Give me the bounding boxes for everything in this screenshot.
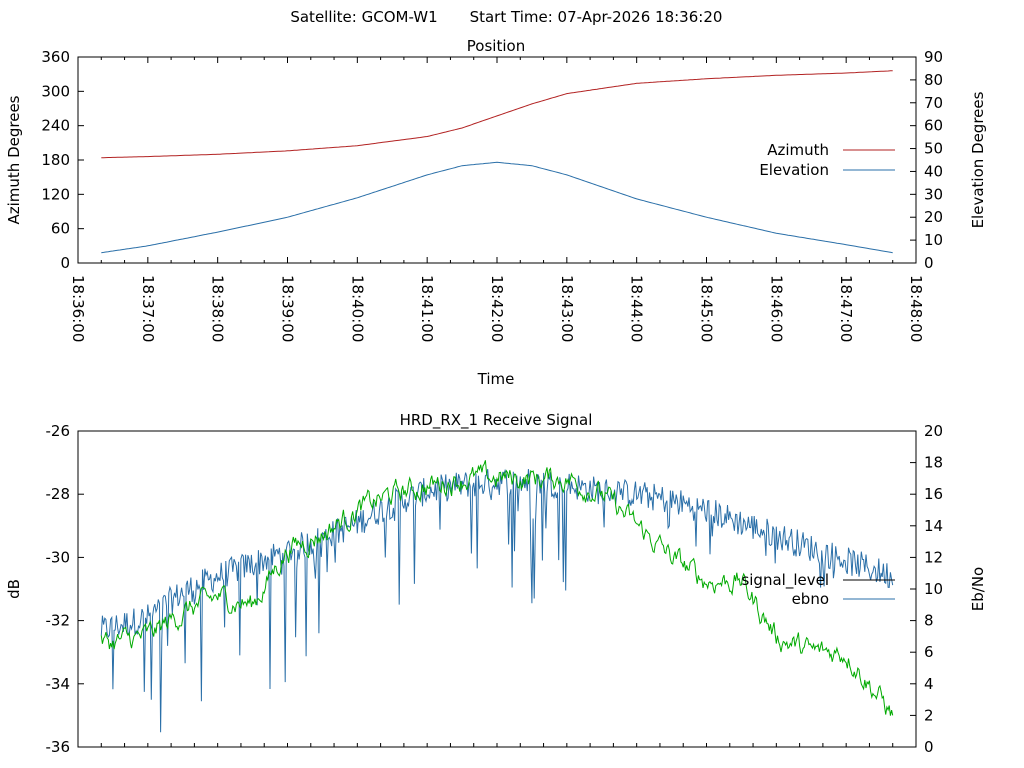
- time-tick-label: 18:45:00: [698, 275, 716, 342]
- time-tick-label: 18:37:00: [139, 275, 157, 342]
- position-series: [101, 70, 893, 254]
- ebno-tick-label: 8: [924, 612, 934, 630]
- db-tick-label: -28: [46, 485, 71, 503]
- time-tick-label: 18:44:00: [628, 275, 646, 342]
- time-tick-label: 18:43:00: [558, 275, 576, 342]
- ebno-tick-label: 10: [924, 580, 943, 598]
- legend-ebno-label: ebno: [792, 590, 829, 608]
- azimuth-tick-label: 360: [41, 48, 70, 66]
- ebno-tick-label: 6: [924, 643, 934, 661]
- time-tick-label: 18:39:00: [279, 275, 297, 342]
- azimuth-tick-label: 180: [41, 151, 70, 169]
- time-tick-label: 18:41:00: [418, 275, 436, 342]
- time-tick-label: 18:42:00: [488, 275, 506, 342]
- azimuth-tick-label: 300: [41, 82, 70, 100]
- signal-level-series-line: [100, 468, 894, 733]
- elevation-tick-label: 30: [924, 185, 943, 203]
- db-tick-label: -26: [46, 422, 71, 440]
- signal-tick-labels: -36 -34 -32 -30 -28 -26 0 2 4 6 8 10 12 14 16 18 20: [46, 422, 944, 756]
- time-tick-label: 18:46:00: [767, 275, 785, 342]
- ebno-tick-label: 16: [924, 485, 943, 503]
- ebno-tick-label: 14: [924, 517, 943, 535]
- ebno-tick-label: 12: [924, 548, 943, 566]
- elevation-tick-label: 40: [924, 162, 943, 180]
- start-time-label: Start Time: 07-Apr-2026 18:36:20: [470, 8, 723, 26]
- position-plot-frame: [77, 56, 917, 264]
- position-chart: Position 0 60 120 180 240 300 360 0 10 20 30 40 50 60…: [5, 37, 987, 388]
- azimuth-axis-label: Azimuth Degrees: [5, 95, 23, 224]
- elevation-tick-label: 80: [924, 71, 943, 89]
- elevation-tick-label: 50: [924, 140, 943, 158]
- ebno-tick-label: 20: [924, 422, 943, 440]
- azimuth-tick-label: 240: [41, 117, 70, 135]
- ebno-series-line: [100, 460, 894, 716]
- db-tick-label: -32: [46, 612, 71, 630]
- signal-legend: signal_level ebno: [741, 571, 895, 608]
- signal-ticks: [77, 430, 917, 748]
- elevation-tick-label: 10: [924, 231, 943, 249]
- ebno-tick-label: 18: [924, 454, 943, 472]
- time-tick-label: 18:40:00: [348, 275, 366, 342]
- azimuth-tick-label: 60: [51, 220, 70, 238]
- elevation-tick-label: 0: [924, 254, 934, 272]
- time-tick-label: 18:48:00: [907, 275, 925, 342]
- azimuth-series-line: [101, 70, 893, 159]
- time-axis-label: Time: [477, 370, 515, 388]
- signal-chart: HRD_RX_1 Receive Signal -36-34-32-30-28-…: [5, 411, 987, 756]
- elevation-tick-label: 20: [924, 208, 943, 226]
- signal-title: HRD_RX_1 Receive Signal: [400, 411, 593, 430]
- time-tick-label: 18:38:00: [209, 275, 227, 342]
- db-tick-label: -36: [46, 738, 71, 756]
- ebno-tick-label: 4: [924, 675, 934, 693]
- db-tick-label: -34: [46, 675, 71, 693]
- elevation-axis-label: Elevation Degrees: [969, 91, 987, 228]
- db-axis-label: dB: [5, 579, 23, 599]
- signal-series: [100, 460, 894, 733]
- ebno-tick-label: 0: [924, 738, 934, 756]
- elevation-tick-label: 60: [924, 117, 943, 135]
- elevation-tick-label: 90: [924, 48, 943, 66]
- elevation-tick-label: 70: [924, 94, 943, 112]
- ebno-axis-label: Eb/No: [969, 567, 987, 611]
- position-tick-labels: 0 60 120 180 240 300 360 0 10 20 30 40 50 60 70 80 90 18:…: [41, 48, 943, 342]
- position-legend: Azimuth Elevation: [759, 141, 895, 179]
- satellite-label: Satellite: GCOM-W1: [290, 8, 437, 26]
- position-title: Position: [467, 37, 525, 55]
- db-tick-label: -30: [46, 548, 71, 566]
- elevation-series-line: [101, 161, 893, 254]
- legend-azimuth-label: Azimuth: [767, 141, 829, 159]
- legend-signal-level-label: signal_level: [741, 571, 829, 590]
- azimuth-tick-label: 0: [60, 254, 70, 272]
- time-tick-label: 18:36:00: [69, 275, 87, 342]
- legend-elevation-label: Elevation: [759, 161, 829, 179]
- time-tick-label: 18:47:00: [837, 275, 855, 342]
- azimuth-tick-label: 120: [41, 185, 70, 203]
- ebno-tick-label: 2: [924, 706, 934, 724]
- position-ticks: [77, 56, 917, 264]
